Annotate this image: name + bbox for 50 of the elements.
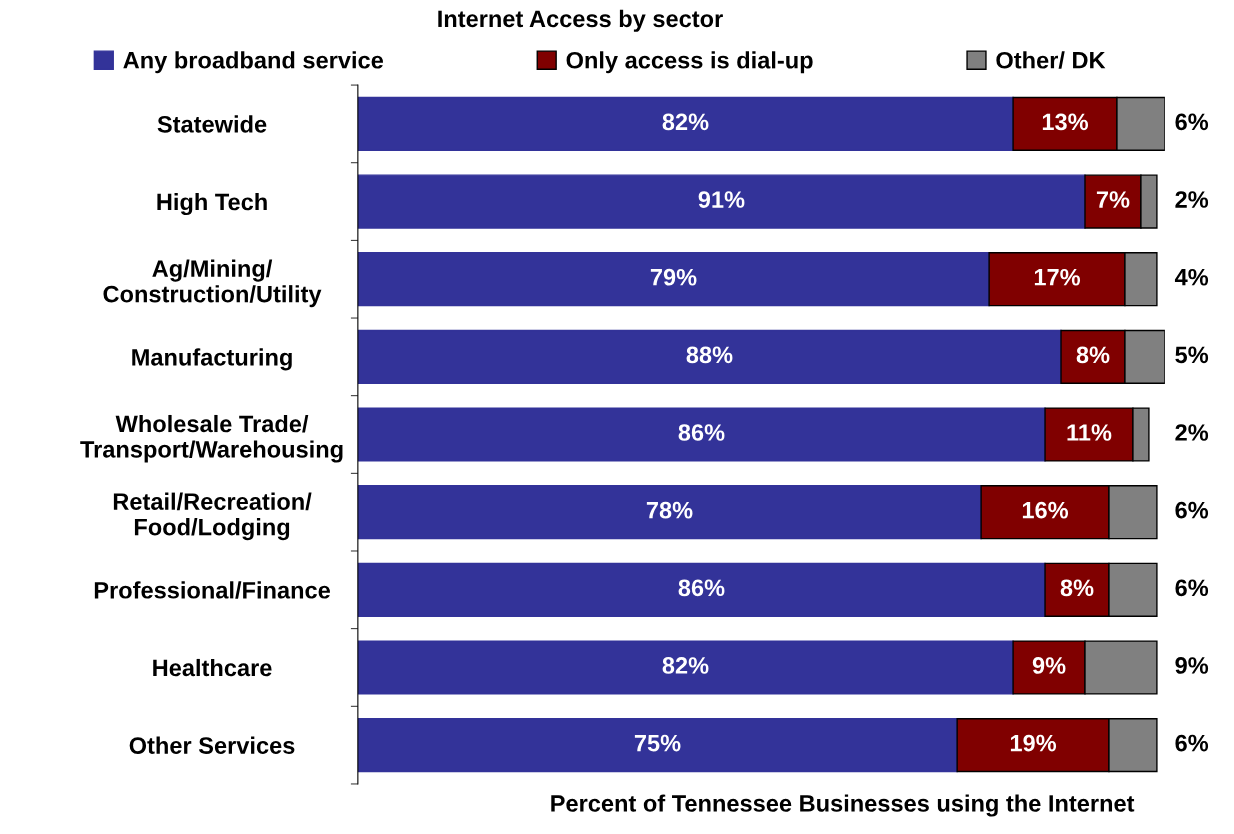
data-label: 9% (1175, 657, 1209, 674)
legend-label: Other/ DK (996, 51, 1106, 69)
bar (357, 96, 1014, 151)
data-label: 13% (1042, 113, 1089, 131)
data-label: 2% (1175, 424, 1209, 441)
data-label: 86% (678, 579, 725, 597)
data-label: 4% (1174, 268, 1209, 286)
y-tick-label: Retail/Recreation/ Food/Lodging (113, 492, 312, 541)
bar (357, 407, 1046, 462)
data-label: 2% (1175, 191, 1209, 208)
data-label: 75% (634, 734, 681, 752)
data-label: 8% (1076, 346, 1110, 364)
legend-label: Only access is dial-up (566, 51, 813, 74)
data-label: 6% (1175, 113, 1209, 131)
data-label: 5% (1175, 346, 1209, 364)
bar (357, 329, 1062, 384)
data-label: 6% (1175, 579, 1209, 597)
data-label: 19% (1010, 734, 1057, 752)
data-label: 82% (662, 113, 709, 131)
y-tick-label: Statewide (157, 115, 267, 133)
data-label: 16% (1022, 501, 1069, 519)
x-axis-title: Percent of Tennessee Businesses using the Internet (551, 794, 1135, 817)
data-label: 6% (1175, 734, 1209, 752)
data-label: 8% (1060, 579, 1094, 597)
data-label: 17% (1034, 268, 1081, 286)
bar (357, 485, 982, 540)
y-tick-label: Ag/Mining/ Construction/Utility (103, 259, 322, 308)
data-label: 6% (1175, 501, 1209, 519)
bar (357, 174, 1086, 229)
data-label: 7% (1096, 191, 1130, 208)
bar (357, 640, 1014, 695)
chart-title: Internet Access by sector (438, 9, 723, 32)
data-label: 9% (1032, 657, 1066, 674)
y-tick-label: Professional/Finance (94, 581, 330, 599)
data-label: 79% (650, 268, 697, 286)
y-tick-label: Wholesale Trade/ Transport/Warehousing (80, 414, 343, 463)
y-tick-label: Other Services (129, 736, 295, 754)
data-label: 88% (686, 346, 733, 364)
bar (357, 252, 990, 307)
data-label: 91% (698, 191, 745, 208)
legend-label: Any broadband service (123, 51, 383, 74)
data-label: 82% (662, 657, 709, 674)
y-tick-label: Healthcare (153, 658, 272, 677)
bar (357, 562, 1046, 617)
data-label: 11% (1067, 424, 1112, 441)
y-tick-label: Manufacturing (132, 348, 292, 371)
y-tick-label: High Tech (157, 192, 267, 216)
bar (357, 718, 958, 773)
data-label: 78% (646, 501, 693, 519)
data-label: 86% (678, 424, 725, 441)
